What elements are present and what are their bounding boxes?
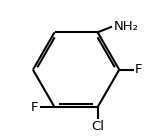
Text: NH₂: NH₂	[113, 20, 138, 33]
Text: Cl: Cl	[91, 120, 104, 133]
Text: F: F	[135, 63, 143, 76]
Text: F: F	[31, 101, 39, 114]
